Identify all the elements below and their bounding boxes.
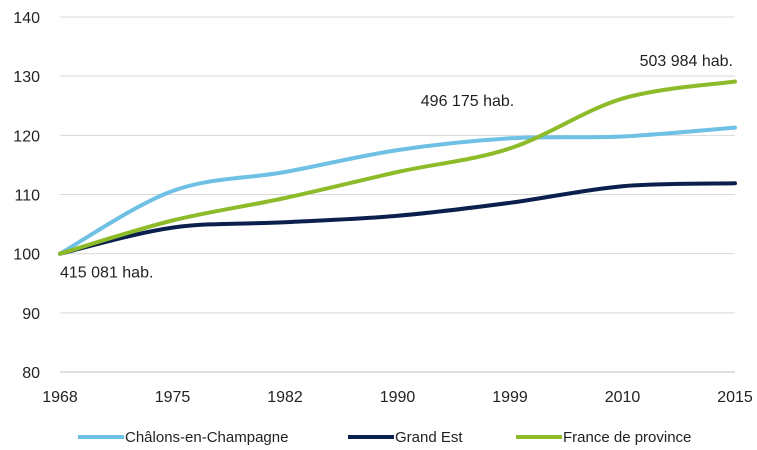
series-line-2 bbox=[58, 79, 737, 256]
annotation-label: 415 081 hab. bbox=[60, 264, 153, 281]
x-tick-label: 1990 bbox=[380, 389, 416, 406]
y-axis-ticks: 80 90 100 110 120 130 140 bbox=[13, 10, 40, 382]
legend: Châlons-en-Champagne Grand Est France de p… bbox=[78, 429, 691, 446]
y-tick-label: 80 bbox=[22, 365, 40, 382]
x-tick-label: 2015 bbox=[717, 389, 753, 406]
legend-label: Grand Est bbox=[395, 429, 463, 446]
x-tick-label: 1975 bbox=[155, 389, 191, 406]
annotations: 415 081 hab. 496 175 hab. 503 984 hab. bbox=[60, 53, 733, 281]
annotation-label: 496 175 hab. bbox=[421, 93, 514, 110]
x-tick-label: 1968 bbox=[42, 389, 78, 406]
x-tick-label: 1999 bbox=[492, 389, 528, 406]
y-tick-label: 130 bbox=[13, 69, 40, 86]
legend-label: Châlons-en-Champagne bbox=[125, 429, 288, 446]
y-tick-label: 140 bbox=[13, 10, 40, 27]
y-tick-label: 100 bbox=[13, 247, 40, 264]
series-line-0 bbox=[58, 125, 737, 256]
y-tick-label: 120 bbox=[13, 128, 40, 145]
x-tick-label: 1982 bbox=[267, 389, 303, 406]
annotation-label: 503 984 hab. bbox=[640, 53, 733, 70]
series-lines bbox=[58, 79, 737, 256]
x-axis-ticks: 1968 1975 1982 1990 1999 2010 2015 bbox=[42, 389, 753, 406]
y-tick-label: 90 bbox=[22, 306, 40, 323]
y-tick-label: 110 bbox=[14, 188, 40, 205]
series-line-1 bbox=[58, 181, 737, 256]
gridlines bbox=[60, 16, 735, 314]
x-tick-label: 2010 bbox=[605, 389, 641, 406]
legend-label: France de province bbox=[563, 429, 691, 446]
